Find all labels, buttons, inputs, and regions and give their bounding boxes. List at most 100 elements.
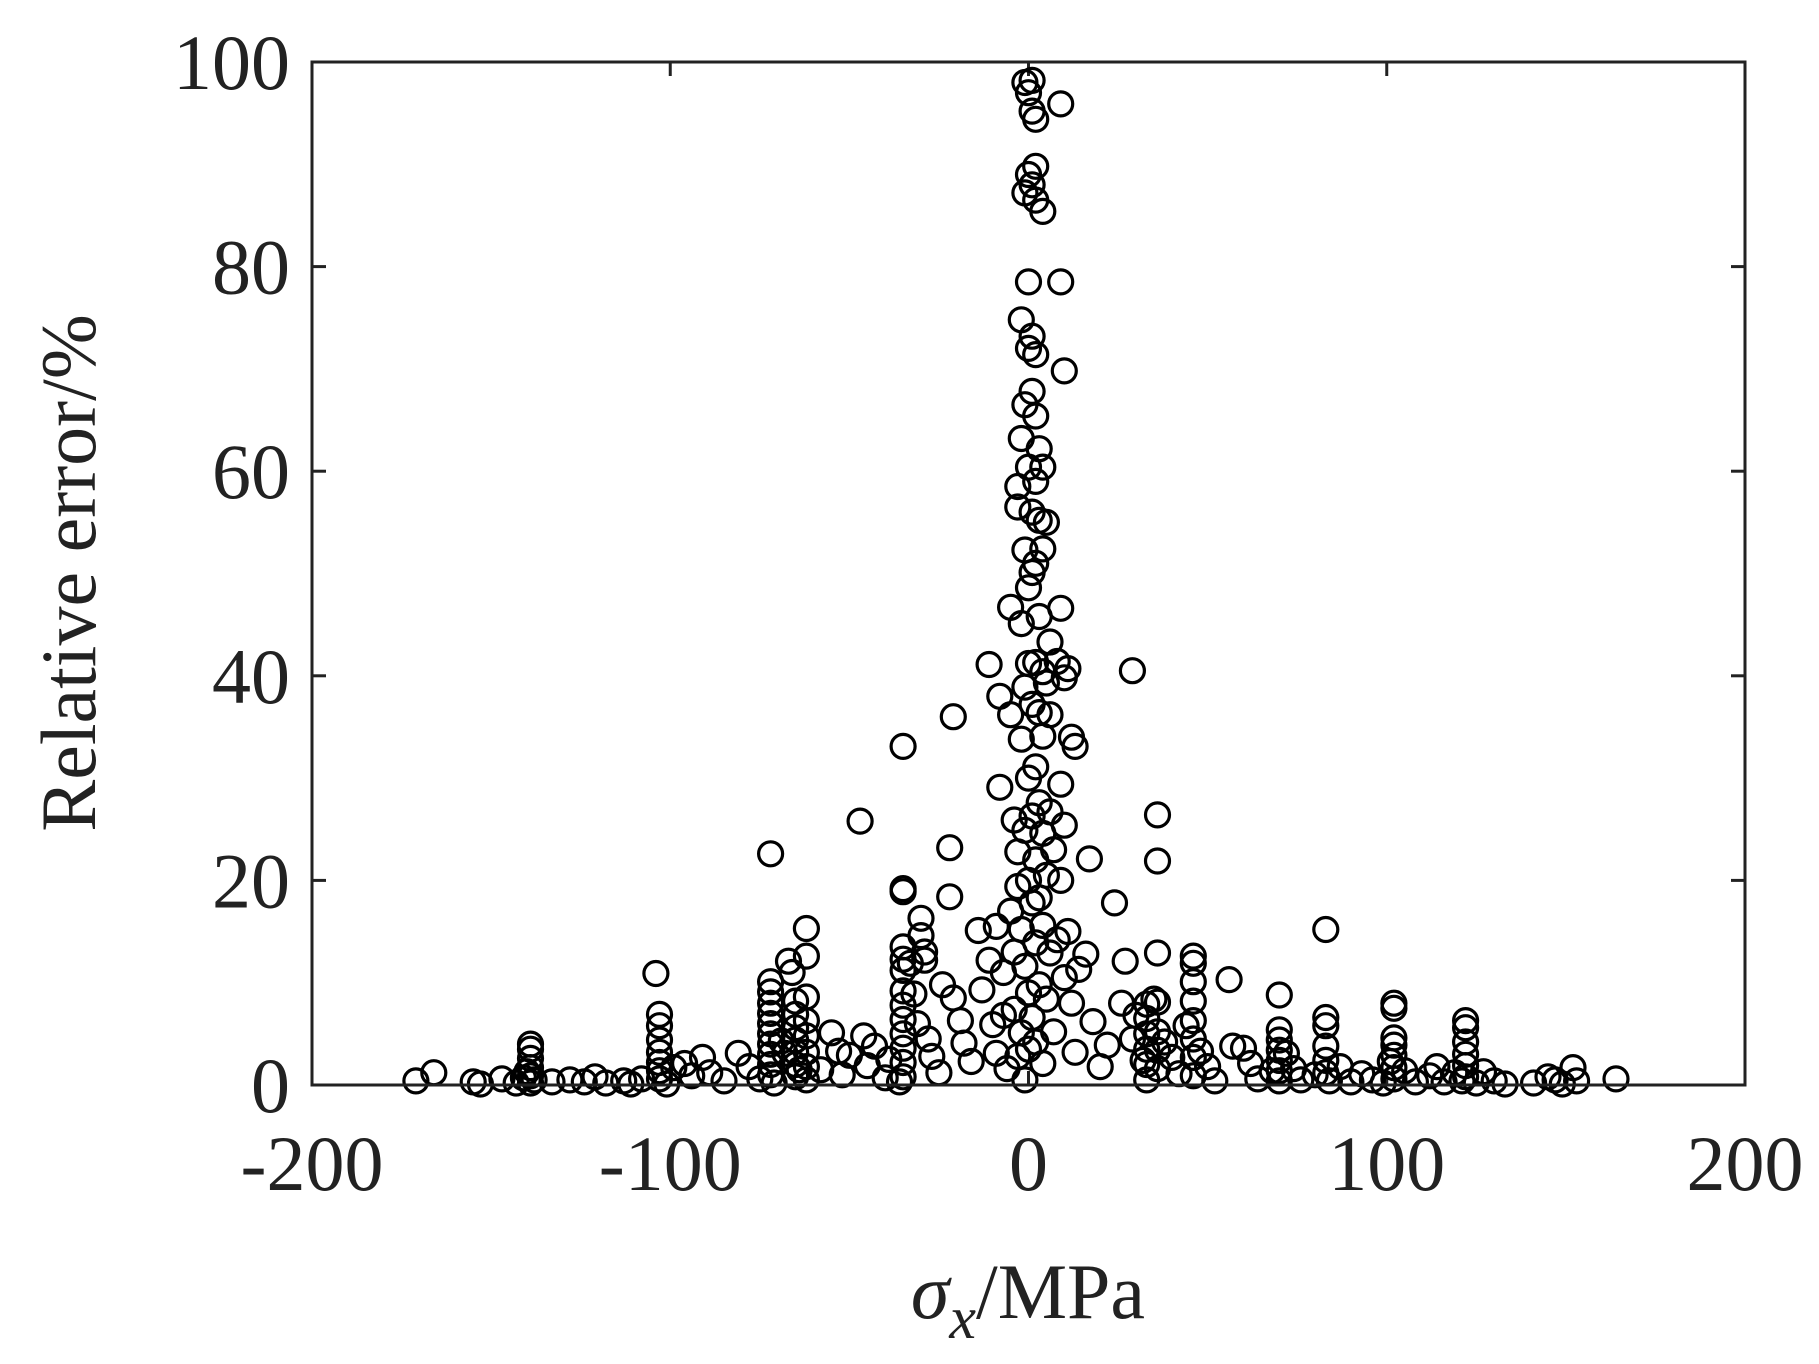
data-point	[1047, 90, 1075, 118]
data-point	[1312, 1003, 1340, 1032]
data-point	[1265, 981, 1293, 1009]
data-point	[688, 1043, 717, 1072]
data-point	[1050, 357, 1078, 385]
data-point	[1029, 1049, 1057, 1078]
data-point	[1007, 915, 1035, 944]
data-point	[1451, 1006, 1480, 1035]
data-point	[1061, 1038, 1089, 1066]
data-point	[1519, 1069, 1548, 1097]
data-point	[968, 976, 996, 1004]
data-point	[1143, 988, 1172, 1016]
data-point	[756, 840, 785, 868]
data-point	[889, 1034, 917, 1062]
data-point	[1032, 985, 1061, 1013]
data-point	[1036, 701, 1064, 729]
data-point	[756, 1030, 785, 1058]
data-point	[1022, 753, 1050, 781]
data-point	[1029, 197, 1057, 225]
data-point	[986, 682, 1014, 710]
data-point	[996, 701, 1025, 729]
data-point	[1057, 989, 1086, 1017]
data-point	[871, 1064, 899, 1092]
data-point	[1047, 268, 1075, 296]
data-point	[1007, 424, 1035, 453]
data-point	[1018, 66, 1046, 95]
x-tick-label: -200	[241, 1120, 384, 1207]
data-point	[1272, 1039, 1301, 1067]
data-point	[1014, 334, 1043, 362]
data-point	[792, 914, 821, 943]
x-tick-labels: -200 -100 0 100 200	[241, 1120, 1804, 1207]
data-point	[488, 1065, 516, 1093]
data-point	[986, 773, 1014, 801]
data-point	[1022, 467, 1050, 495]
data-point	[1215, 965, 1243, 994]
data-point	[696, 1059, 724, 1087]
data-point	[1007, 609, 1035, 638]
data-point	[910, 946, 939, 974]
data-point	[950, 1029, 978, 1057]
data-point	[1401, 1068, 1430, 1096]
data-point	[645, 1038, 674, 1066]
data-point	[1179, 1043, 1207, 1072]
data-point	[1312, 1012, 1340, 1040]
data-point	[1025, 435, 1053, 463]
data-point	[1562, 1067, 1591, 1095]
data-point	[889, 1005, 917, 1034]
data-point	[1011, 816, 1039, 844]
data-point	[817, 1019, 846, 1047]
data-point	[1032, 508, 1061, 536]
data-point	[1022, 341, 1050, 369]
data-point	[1193, 1052, 1222, 1081]
data-point	[914, 1025, 942, 1053]
data-point	[900, 980, 928, 1008]
data-point	[1179, 949, 1207, 977]
data-point	[792, 1052, 821, 1081]
data-point	[1380, 994, 1408, 1022]
data-point	[1423, 1052, 1451, 1081]
data-point	[642, 959, 670, 988]
data-point	[889, 1063, 917, 1091]
data-point	[1158, 1043, 1186, 1072]
data-point	[946, 1006, 975, 1035]
plot-frame	[310, 60, 1747, 1087]
data-point	[1039, 1018, 1068, 1046]
data-point	[907, 904, 935, 932]
data-point	[1143, 939, 1172, 967]
data-point	[1172, 1012, 1200, 1040]
data-point	[1047, 770, 1075, 798]
data-point	[889, 878, 917, 906]
data-point	[1079, 1007, 1107, 1036]
data-point	[1380, 1024, 1408, 1052]
data-point	[1047, 594, 1075, 622]
data-point	[645, 1012, 674, 1040]
data-point	[918, 1042, 946, 1071]
data-point	[889, 956, 917, 985]
data-point	[1007, 725, 1035, 753]
data-point	[1039, 836, 1068, 864]
data-point	[907, 921, 935, 950]
y-tick-label: 80	[212, 224, 290, 311]
data-point	[936, 883, 964, 911]
data-point	[1179, 1006, 1207, 1035]
data-point	[520, 1066, 548, 1094]
data-point	[1050, 963, 1078, 992]
data-point	[1029, 911, 1057, 940]
x-tick-label: 100	[1328, 1120, 1445, 1207]
data-point	[1075, 845, 1104, 873]
x-axis-label-unit: /MPa	[976, 1248, 1145, 1335]
x-axis-label-symbol: σ	[911, 1248, 952, 1335]
data-point	[1602, 1065, 1630, 1093]
data-point	[1047, 866, 1075, 895]
data-point	[1032, 669, 1061, 697]
data-point	[1150, 1028, 1179, 1056]
data-point	[889, 977, 917, 1005]
data-point	[1036, 628, 1064, 656]
data-point	[778, 958, 806, 987]
data-point	[828, 1061, 856, 1089]
data-point	[1032, 861, 1061, 889]
data-point	[1265, 1026, 1293, 1054]
data-point	[1029, 453, 1057, 481]
data-point	[1014, 574, 1043, 602]
